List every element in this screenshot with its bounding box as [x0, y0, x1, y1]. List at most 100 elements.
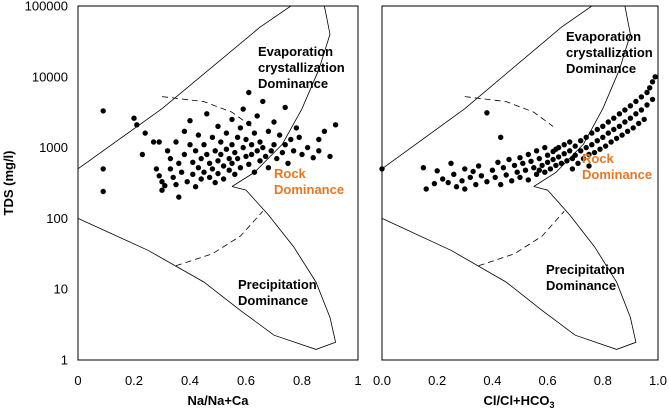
data-point — [533, 171, 540, 177]
data-point — [489, 167, 496, 173]
data-point — [276, 132, 283, 138]
data-point — [206, 160, 213, 166]
evaporation-dominance-label: Evaporation crystallization Dominance — [258, 44, 345, 91]
data-point — [536, 155, 542, 162]
data-point — [187, 142, 193, 148]
data-point — [586, 163, 592, 169]
data-point — [223, 146, 230, 152]
data-point — [531, 165, 537, 171]
data-point — [608, 139, 614, 145]
data-point — [100, 108, 106, 114]
data-point — [605, 130, 611, 136]
data-point — [591, 149, 598, 156]
data-point — [528, 158, 534, 164]
data-point — [218, 139, 224, 145]
data-point — [212, 148, 218, 154]
data-point — [583, 144, 589, 151]
data-point — [201, 169, 207, 175]
data-point — [142, 130, 148, 136]
x-tick-label: 0.6 — [237, 373, 255, 388]
data-point — [453, 184, 460, 190]
data-point — [246, 89, 252, 96]
data-point — [611, 126, 617, 133]
data-point — [649, 79, 656, 85]
data-point — [254, 113, 260, 119]
data-point — [467, 174, 473, 181]
data-point — [167, 166, 174, 172]
data-point — [316, 148, 322, 154]
data-point — [511, 162, 518, 169]
data-point — [627, 103, 634, 109]
data-point — [542, 144, 548, 151]
data-point — [206, 174, 213, 181]
data-point — [589, 130, 595, 136]
data-point — [243, 136, 249, 143]
data-point — [616, 123, 623, 129]
data-point — [431, 180, 438, 187]
data-point — [633, 98, 639, 105]
data-point — [622, 119, 628, 125]
data-point — [544, 152, 551, 158]
data-point — [327, 153, 333, 160]
data-point — [251, 130, 258, 136]
upper-dashed-boundary — [464, 96, 554, 127]
precipitation-boundary-line — [77, 186, 337, 350]
data-point — [290, 148, 297, 154]
data-point — [575, 160, 581, 166]
data-point — [649, 96, 656, 103]
data-point — [647, 85, 653, 91]
data-point — [260, 144, 266, 151]
data-point — [139, 151, 146, 158]
upper-dashed-boundary — [161, 96, 252, 127]
data-point — [187, 118, 193, 124]
data-point — [195, 165, 202, 171]
data-point — [624, 128, 631, 134]
data-point — [644, 89, 650, 96]
data-point — [181, 128, 188, 134]
rock-dominance-label: Rock Dominance — [274, 166, 344, 197]
y-axis-title: TDS (mg/l) — [1, 151, 16, 216]
lower-dashed-boundary — [175, 211, 264, 267]
data-point — [218, 151, 224, 158]
data-point — [627, 115, 634, 121]
data-point — [586, 151, 592, 158]
data-point — [176, 160, 182, 166]
data-point — [176, 194, 182, 200]
rock-dominance-label: Rock Dominance — [582, 151, 652, 182]
data-point — [636, 120, 642, 127]
data-points — [379, 74, 658, 192]
data-point — [285, 160, 291, 166]
data-point — [134, 122, 140, 128]
x-tick-label: 0.2 — [428, 373, 446, 388]
data-point — [462, 186, 468, 192]
data-point — [600, 123, 606, 129]
data-point — [260, 98, 266, 105]
x-axis-title: Na/Na+Ca — [187, 393, 249, 408]
data-points — [100, 89, 339, 200]
data-point — [536, 167, 542, 173]
data-point — [567, 148, 573, 154]
data-point — [522, 167, 529, 173]
data-point — [131, 115, 137, 121]
data-point — [296, 134, 302, 140]
gibbs-plot-na-ratio: 0 0.2 0.4 0.6 0.8 1 1 10 100 1000 10000 100000 Eva… — [1, 0, 362, 408]
data-point — [282, 142, 288, 148]
data-point — [459, 178, 465, 184]
data-point — [316, 136, 322, 143]
data-point — [561, 151, 567, 157]
data-point — [517, 174, 523, 181]
data-point — [652, 74, 658, 80]
data-point — [243, 153, 249, 160]
data-point — [226, 167, 232, 173]
data-point — [159, 179, 165, 185]
data-point — [451, 171, 457, 177]
data-point — [420, 165, 427, 171]
data-point — [550, 156, 556, 163]
data-point — [462, 166, 468, 172]
lower-dashed-boundary — [478, 211, 565, 267]
data-point — [232, 171, 238, 177]
data-point — [616, 111, 623, 117]
data-point — [254, 148, 260, 154]
data-point — [572, 143, 578, 149]
data-point — [229, 116, 235, 123]
